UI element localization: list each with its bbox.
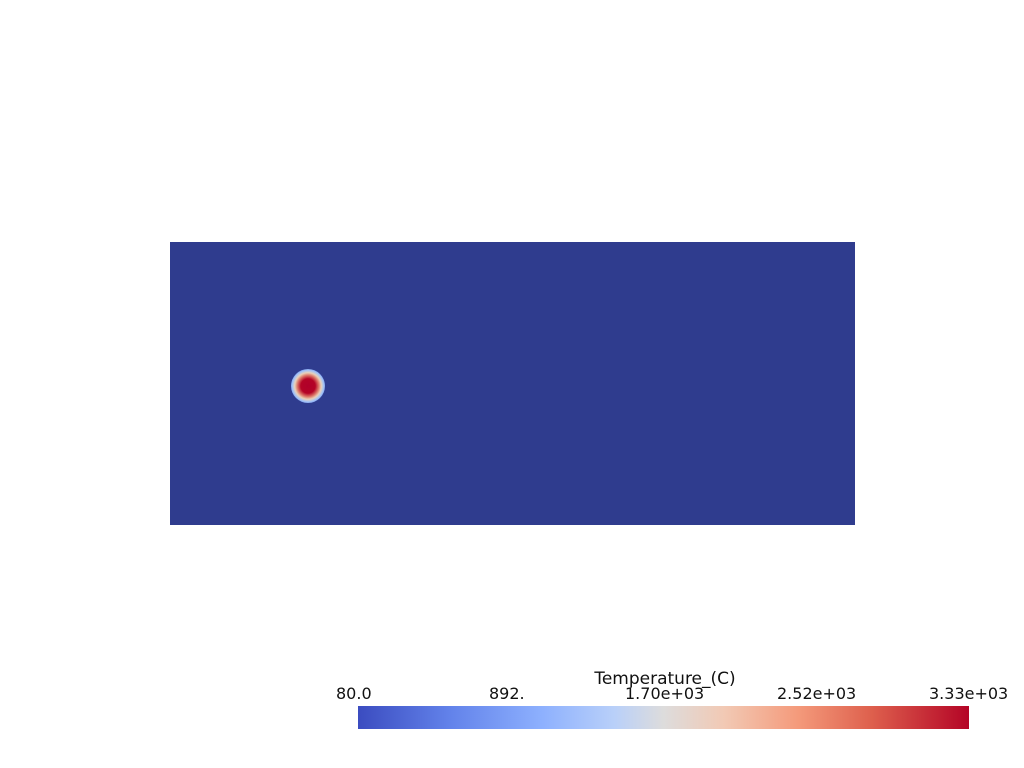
- colorbar-gradient: [358, 706, 969, 729]
- colorbar-title: Temperature_(C): [594, 669, 736, 689]
- temperature-field-plate: [170, 242, 855, 525]
- heat-source-hotspot: [291, 369, 325, 403]
- colorbar-tick-label: 3.33e+03: [929, 684, 1009, 703]
- colorbar-tick-label: 2.52e+03: [777, 684, 857, 703]
- colorbar-tick-label: 892.: [489, 684, 525, 703]
- colorbar-tick-label: 80.0: [336, 684, 372, 703]
- colorbar-tick-label: 1.70e+03: [625, 684, 705, 703]
